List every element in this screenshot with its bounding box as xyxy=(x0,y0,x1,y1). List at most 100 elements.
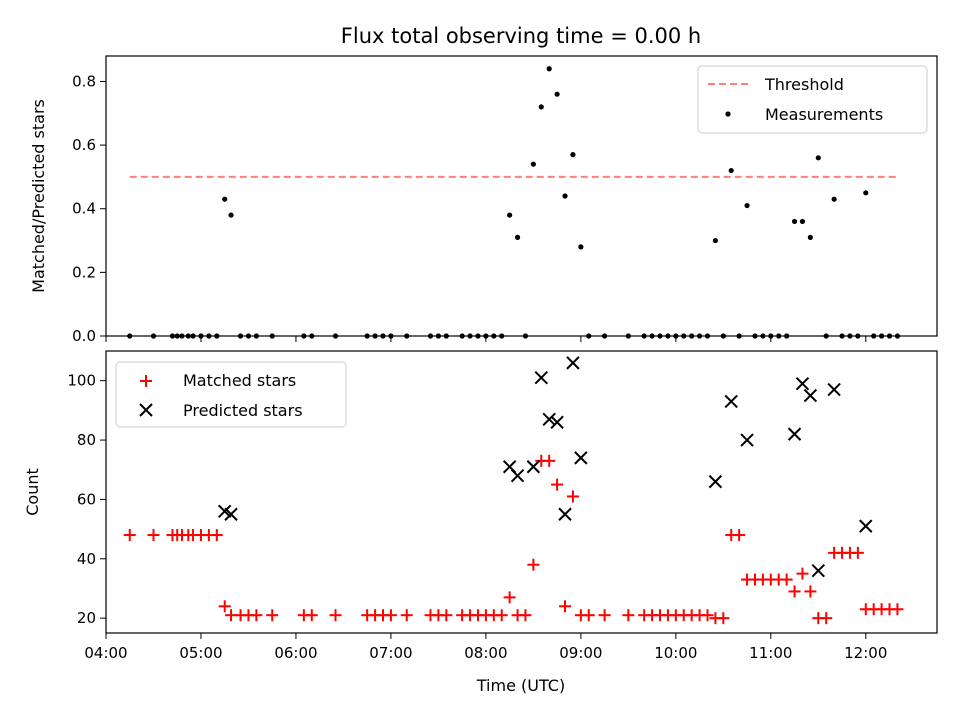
bottom-x-tick-label: 12:00 xyxy=(844,644,887,662)
predicted-star-point xyxy=(708,474,723,489)
predicted-star-point xyxy=(526,460,541,474)
bottom-legend: Matched stars Predicted stars xyxy=(115,361,347,428)
top-legend: Threshold Measurements xyxy=(697,65,928,134)
top-y-tick-label: 0.6 xyxy=(72,136,96,154)
bottom-x-tick-label: 06:00 xyxy=(274,644,317,662)
predicted-star-d2 xyxy=(502,460,517,474)
measurement-point xyxy=(427,333,434,339)
measurement-point xyxy=(823,333,829,339)
measurement-point xyxy=(570,152,576,158)
matched-star-point xyxy=(559,600,572,613)
measurement-point xyxy=(150,333,157,339)
predicted-star-point xyxy=(550,415,564,429)
measurement-point xyxy=(228,212,234,218)
measurement-point xyxy=(522,333,529,339)
matched-star-point xyxy=(519,609,532,622)
matched-star-point xyxy=(804,585,817,598)
measurement-point xyxy=(855,333,861,339)
predicted-star-d2 xyxy=(803,388,818,403)
predicted-star-point xyxy=(510,468,525,483)
measurement-point xyxy=(301,333,307,339)
matched-star-point xyxy=(250,609,263,622)
measurement-point xyxy=(372,333,378,339)
measurement-point xyxy=(214,333,220,339)
measurement-point xyxy=(530,161,536,167)
measurement-point xyxy=(174,333,180,339)
matched-star-point xyxy=(582,609,595,622)
measurement-point xyxy=(879,333,885,339)
measurement-point xyxy=(871,333,877,339)
predicted-star-d2 xyxy=(218,504,232,519)
predicted-star-point xyxy=(795,376,810,391)
bottom-legend-box xyxy=(115,361,347,428)
predicted-star-point xyxy=(827,382,841,397)
matched-star-point xyxy=(701,609,714,622)
predicted-star-point xyxy=(566,356,580,370)
top-legend-measurements-label: Measurements xyxy=(765,105,883,124)
predicted-star-point xyxy=(724,394,738,409)
predicted-star-d2 xyxy=(566,356,580,370)
bottom-y-tick-label: 20 xyxy=(77,609,96,627)
matched-star-point xyxy=(733,529,746,542)
predicted-star-d2 xyxy=(740,433,754,447)
matched-star-point xyxy=(400,609,413,622)
predicted-star-d2 xyxy=(859,519,873,533)
predicted-star-point xyxy=(859,519,873,533)
matched-star-point xyxy=(598,609,611,622)
measurement-point xyxy=(364,333,370,339)
matched-star-point xyxy=(495,609,508,622)
measurement-point xyxy=(507,212,513,218)
measurement-point xyxy=(847,333,853,339)
matched-star-point xyxy=(566,490,579,503)
top-y-tick-label: 0.0 xyxy=(72,327,96,345)
measurement-point xyxy=(752,333,758,339)
predicted-star-d2 xyxy=(708,474,723,489)
matched-star-point xyxy=(384,609,397,622)
matched-star-point xyxy=(891,603,904,616)
measurement-point xyxy=(185,333,191,339)
matched-star-point xyxy=(503,591,516,604)
matched-star-point xyxy=(305,609,318,622)
matched-star-point xyxy=(440,609,453,622)
measurement-point xyxy=(673,333,679,339)
matched-star-point xyxy=(796,567,809,580)
measurement-point xyxy=(689,333,695,339)
measurement-point xyxy=(435,333,441,339)
bottom-legend-predicted-swatch xyxy=(139,403,153,417)
measurement-point xyxy=(380,333,386,339)
top-y-axis-label: Matched/Predicted stars xyxy=(29,99,48,293)
predicted-star-d2 xyxy=(550,415,564,429)
measurement-point xyxy=(657,333,663,339)
bottom-legend-matched-label: Matched stars xyxy=(183,371,296,390)
measurement-point xyxy=(514,234,521,240)
bottom-x-tick-label: 07:00 xyxy=(369,644,412,662)
bottom-y-tick-label: 80 xyxy=(77,431,96,449)
predicted-star-d2 xyxy=(574,451,588,465)
measurement-point xyxy=(720,333,726,339)
top-plot-frame xyxy=(105,55,938,337)
matched-star-point xyxy=(717,612,730,625)
bottom-x-tick-label: 10:00 xyxy=(654,644,697,662)
measurement-point xyxy=(696,333,703,339)
bottom-legend-matched-swatch xyxy=(140,375,152,387)
measurement-point xyxy=(784,333,790,339)
predicted-star-point xyxy=(803,388,818,403)
measurement-point xyxy=(839,333,845,339)
measurement-point xyxy=(253,333,259,339)
predicted-star-point xyxy=(542,412,556,426)
predicted-star-d2 xyxy=(542,412,556,426)
measurement-point xyxy=(807,234,813,240)
matched-star-point xyxy=(851,546,864,559)
measurement-point xyxy=(491,333,497,339)
predicted-star-point xyxy=(787,427,802,441)
predicted-star-point xyxy=(811,563,825,578)
predicted-star-point xyxy=(534,371,548,385)
bottom-x-tick-label: 08:00 xyxy=(464,644,507,662)
predicted-star-point xyxy=(740,433,754,447)
bottom-y-tick-label: 60 xyxy=(77,490,96,508)
measurement-point xyxy=(546,66,552,72)
predicted-star-d2 xyxy=(724,394,738,409)
predicted-star-point xyxy=(574,451,588,465)
bottom-x-tick-label: 04:00 xyxy=(84,644,127,662)
top-y-tick-label: 0.8 xyxy=(72,72,96,90)
